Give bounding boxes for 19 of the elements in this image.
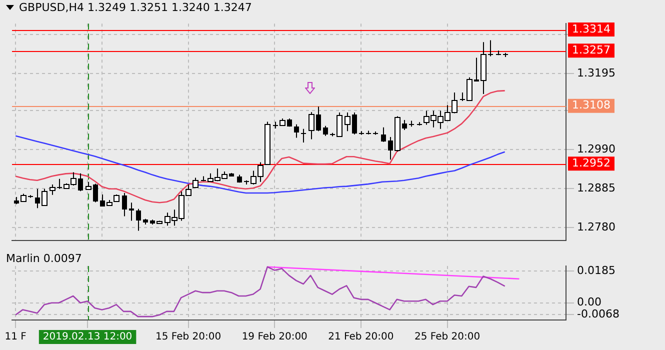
y-tick-label: 1.2885	[577, 181, 616, 194]
y-tick-label: -0.0068	[577, 307, 620, 320]
ref-line-label: 1.3314	[572, 22, 610, 36]
ref-line-label: 1.3257	[572, 44, 610, 57]
x-tick-label: 19 Feb 20:00	[242, 332, 308, 343]
x-tick-label: 25 Feb 20:00	[414, 332, 480, 343]
x-tick-label: 21 Feb 20:00	[328, 332, 394, 343]
ref-line-label: 1.2952	[572, 156, 610, 170]
y-tick-label: 0.0185	[577, 264, 616, 277]
y-tick-label: 1.3195	[577, 66, 616, 80]
x-tick-label: 15 Feb 20:00	[155, 332, 222, 343]
x-tick-label: 2019.02.13 12:00	[42, 332, 132, 343]
ref-line-label: 1.3108	[572, 98, 610, 112]
y-tick-label: 0.00	[577, 296, 602, 309]
chart-title: GBPUSD,H4 1.3249 1.3251 1.3240 1.3247	[19, 1, 252, 14]
x-tick-label: 11 F	[4, 332, 27, 343]
y-tick-label: 1.2990	[577, 142, 616, 156]
y-tick-label: 1.2780	[577, 220, 616, 234]
chart-title: Marlin 0.0097	[6, 252, 82, 265]
